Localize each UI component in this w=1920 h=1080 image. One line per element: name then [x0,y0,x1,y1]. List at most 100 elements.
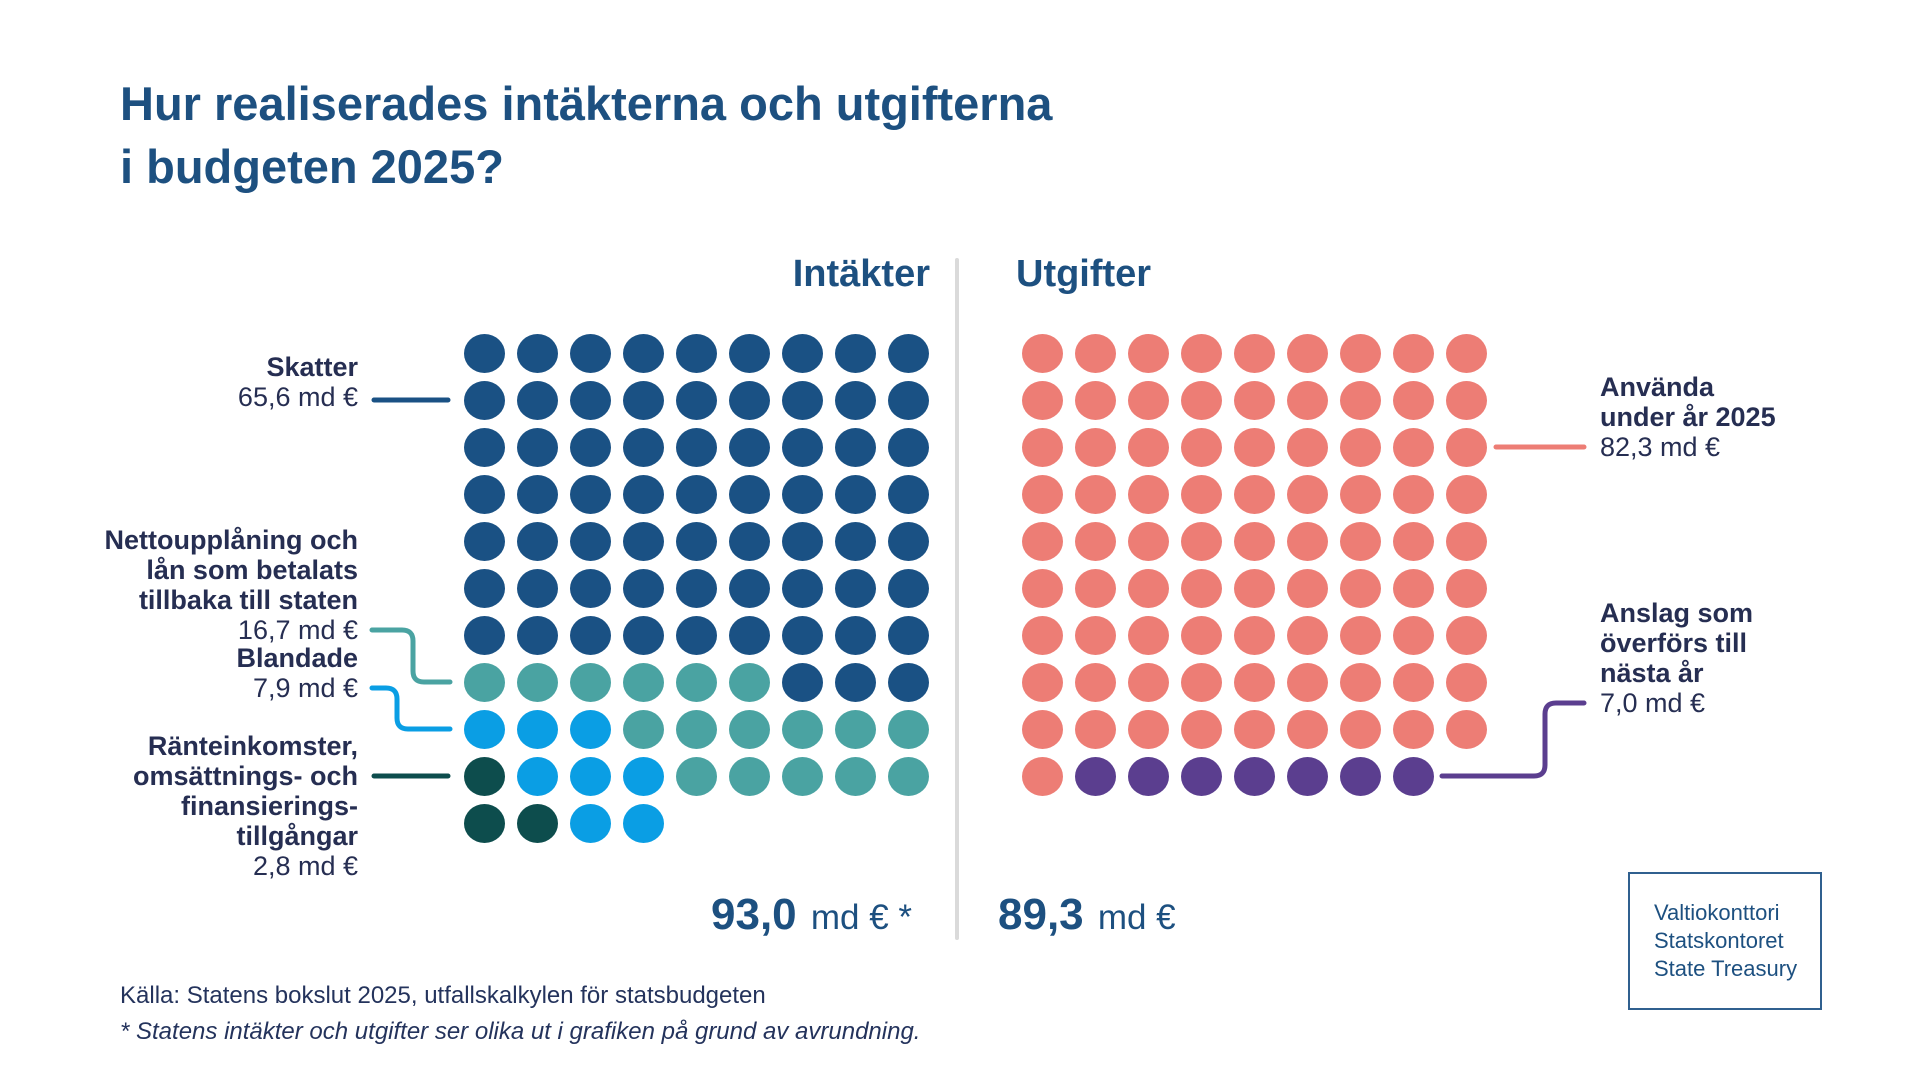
waffle-dot [888,381,929,420]
waffle-dot [517,569,558,608]
logo-line-2: Statskontoret [1654,928,1784,953]
connector-nettoupplaning [369,627,453,685]
waffle-dot [729,569,770,608]
logo-line-3: State Treasury [1654,956,1798,981]
legend-value: 7,0 md € [1600,688,1706,718]
waffle-dot [888,710,929,749]
waffle-dot [782,710,823,749]
waffle-dot [570,757,611,796]
waffle-dot [623,475,664,514]
expense-total-unit-text: md € [1097,898,1176,937]
waffle-dot [1128,663,1169,702]
waffle-dot [1234,334,1275,373]
waffle-dot [1393,569,1434,608]
waffle-dot [1446,616,1487,655]
waffle-dot [729,663,770,702]
waffle-dot [1393,663,1434,702]
waffle-dot [782,381,823,420]
waffle-dot [888,757,929,796]
legend-label-line: under år 2025 [1600,402,1776,432]
waffle-dot [835,757,876,796]
waffle-dot [464,522,505,561]
income-total-value: 93,0 [711,890,797,939]
expenses-legend-item: Anslag som överförs till nästa år 7,0 md € [1600,598,1753,718]
page-title-line1: Hur realiserades intäkterna och utgifter… [120,77,1053,130]
waffle-dot [729,710,770,749]
waffle-dot [1181,663,1222,702]
waffle-dot [729,616,770,655]
waffle-dot [1287,475,1328,514]
waffle-dot [1075,616,1116,655]
legend-label-line: omsättnings- och [132,761,358,791]
waffle-dot [1393,334,1434,373]
waffle-dot [464,475,505,514]
waffle-dot [1022,710,1063,749]
waffle-dot [1287,710,1328,749]
legend-value: 65,6 md € [237,382,358,412]
waffle-dot [570,334,611,373]
waffle-dot [623,804,664,843]
waffle-dot [1393,616,1434,655]
waffle-dot [1234,757,1275,796]
section-divider [955,258,959,940]
income-legend-item: Nettoupplåning och lån som betalats tillba… [105,525,358,645]
waffle-dot [1287,522,1328,561]
waffle-dot [729,334,770,373]
waffle-dot [464,757,505,796]
waffle-dot [1022,475,1063,514]
page-title: Hur realiserades intäkterna och utgifter… [120,72,1052,198]
waffle-dot [517,475,558,514]
waffle-dot [1393,381,1434,420]
waffle-dot [782,569,823,608]
waffle-dot [623,428,664,467]
legend-value: 7,9 md € [252,673,358,703]
waffle-dot [570,569,611,608]
waffle-dot [1075,475,1116,514]
waffle-dot [570,522,611,561]
waffle-dot [464,616,505,655]
waffle-dot [517,522,558,561]
waffle-dot [517,381,558,420]
waffle-dot [676,381,717,420]
waffle-dot [1340,522,1381,561]
expense-total-unit [1088,898,1098,937]
waffle-dot [676,663,717,702]
waffle-dot [570,804,611,843]
waffle-dot [729,757,770,796]
waffle-dot [1446,334,1487,373]
waffle-dot [1234,428,1275,467]
waffle-dot [517,334,558,373]
treasury-logo-box: Valtiokonttori Statskontoret State Treas… [1628,872,1822,1010]
waffle-dot [1075,757,1116,796]
waffle-dot [1022,381,1063,420]
waffle-dot [1446,522,1487,561]
legend-label-line: tillgångar [236,821,358,851]
waffle-dot [1022,334,1063,373]
waffle-dot [1287,616,1328,655]
waffle-dot [1181,569,1222,608]
waffle-dot [1075,569,1116,608]
waffle-dot [623,569,664,608]
waffle-dot [1234,569,1275,608]
waffle-dot [464,334,505,373]
waffle-dot [1446,663,1487,702]
income-total-unit [801,898,811,937]
waffle-dot [1181,757,1222,796]
income-total: 93,0 md € * [711,890,912,940]
waffle-dot [1446,475,1487,514]
waffle-dot [782,616,823,655]
waffle-dot [888,569,929,608]
waffle-dot [1340,381,1381,420]
waffle-dot [835,663,876,702]
footer-source: Källa: Statens bokslut 2025, utfallskalk… [120,982,766,1009]
expense-waffle-chart [1016,330,1493,800]
waffle-dot [517,616,558,655]
waffle-dot [835,569,876,608]
waffle-dot [1128,616,1169,655]
income-waffle-chart [458,330,935,847]
waffle-dot [1393,757,1434,796]
waffle-dot [1340,757,1381,796]
waffle-dot [464,710,505,749]
legend-value: 82,3 md € [1600,432,1721,462]
waffle-dot [1022,522,1063,561]
